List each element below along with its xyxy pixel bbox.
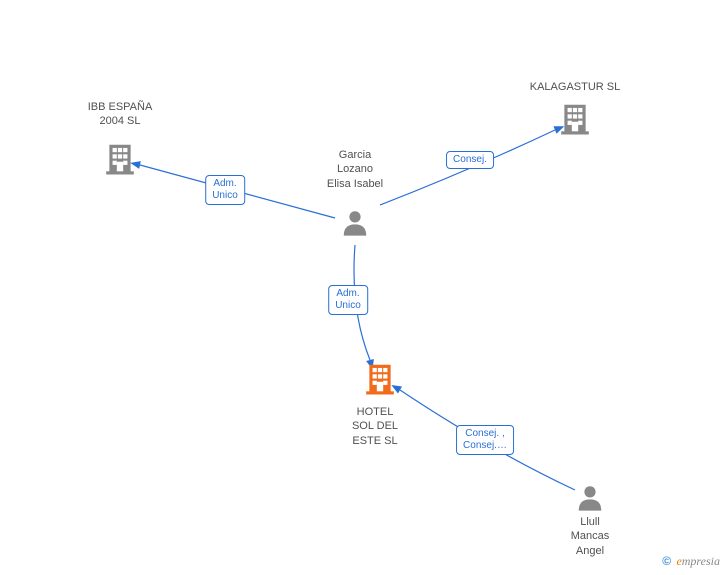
- node-ibb[interactable]: [103, 141, 137, 180]
- brand-rest: mpresia: [682, 554, 720, 568]
- edge-label: Adm. Unico: [328, 285, 368, 315]
- node-hotel[interactable]: [363, 361, 397, 400]
- person-icon: [340, 208, 370, 238]
- edge-label: Adm. Unico: [205, 175, 245, 205]
- building-icon: [558, 101, 592, 135]
- footer-attribution: © empresia: [662, 554, 720, 569]
- copyright-symbol: ©: [662, 554, 671, 568]
- edge-label: Consej.: [446, 151, 494, 169]
- building-icon: [363, 361, 397, 395]
- person-icon: [575, 483, 605, 513]
- node-garcia[interactable]: [340, 208, 370, 243]
- node-llull[interactable]: [575, 483, 605, 518]
- node-label-ibb: IBB ESPAÑA 2004 SL: [88, 100, 153, 129]
- node-label-hotel: HOTEL SOL DEL ESTE SL: [352, 405, 398, 448]
- node-label-kalagastur: KALAGASTUR SL: [530, 80, 620, 94]
- building-icon: [103, 141, 137, 175]
- node-label-garcia: Garcia Lozano Elisa Isabel: [327, 148, 383, 191]
- edge-label: Consej. , Consej.…: [456, 425, 514, 455]
- node-label-llull: Llull Mancas Angel: [571, 515, 610, 558]
- node-kalagastur[interactable]: [558, 101, 592, 140]
